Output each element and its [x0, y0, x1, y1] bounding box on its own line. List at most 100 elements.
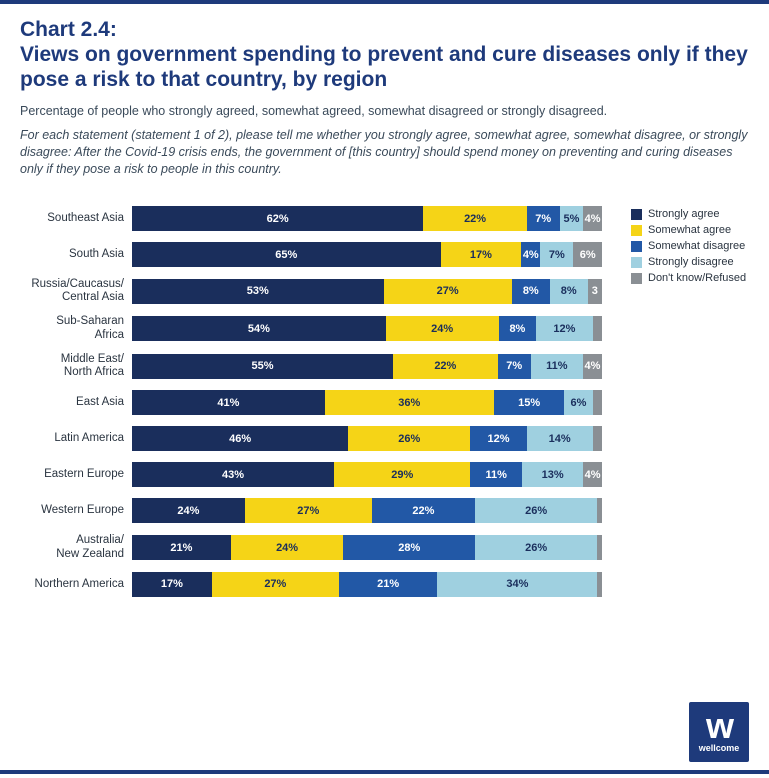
- bar-segment-somewhat_disagree: 11%: [470, 462, 522, 487]
- bar-segment-somewhat_agree: 26%: [348, 426, 470, 451]
- chart-row: Southeast Asia62%22%7%5%4%: [20, 206, 619, 231]
- bar-segment-strongly_agree: 21%: [132, 535, 231, 560]
- bar-segment-somewhat_agree: 22%: [393, 354, 497, 379]
- legend-item: Somewhat disagree: [631, 240, 749, 252]
- bar-segment-dont_know: 3: [588, 279, 602, 304]
- bar-segment-dont_know: [593, 316, 602, 341]
- logo-letter: w: [706, 711, 732, 742]
- bar-segment-somewhat_agree: 36%: [325, 390, 494, 415]
- bottom-rule: [0, 770, 769, 774]
- row-label: Southeast Asia: [20, 212, 132, 225]
- bar-segment-somewhat_disagree: 22%: [372, 498, 475, 523]
- bar-segment-dont_know: [597, 535, 602, 560]
- legend-item: Strongly agree: [631, 208, 749, 220]
- bar-segment-strongly_agree: 41%: [132, 390, 325, 415]
- bar-segment-strongly_disagree: 8%: [550, 279, 588, 304]
- chart-question: For each statement (statement 1 of 2), p…: [20, 127, 749, 178]
- legend-label: Strongly agree: [648, 208, 720, 220]
- bar-segment-somewhat_agree: 22%: [423, 206, 526, 231]
- chart-row: Eastern Europe43%29%11%13%4%: [20, 462, 619, 487]
- bar-segment-strongly_agree: 17%: [132, 572, 212, 597]
- chart-row: Sub-SaharanAfrica54%24%8%12%: [20, 315, 619, 341]
- bar-track: 55%22%7%11%4%: [132, 354, 602, 379]
- row-label: Eastern Europe: [20, 468, 132, 481]
- chart-row: Latin America46%26%12%14%: [20, 426, 619, 451]
- bar-track: 53%27%8%8%3: [132, 279, 602, 304]
- row-label: Western Europe: [20, 504, 132, 517]
- bar-segment-somewhat_agree: 17%: [441, 242, 522, 267]
- bar-track: 54%24%8%12%: [132, 316, 602, 341]
- bar-track: 41%36%15%6%: [132, 390, 602, 415]
- bars-column: Southeast Asia62%22%7%5%4%South Asia65%1…: [20, 206, 619, 608]
- legend-item: Don't know/Refused: [631, 272, 749, 284]
- bar-segment-dont_know: [593, 390, 602, 415]
- legend-swatch: [631, 225, 642, 236]
- legend-item: Somewhat agree: [631, 224, 749, 236]
- row-label: Middle East/North Africa: [20, 353, 132, 379]
- bar-segment-somewhat_disagree: 8%: [499, 316, 537, 341]
- chart-area: Southeast Asia62%22%7%5%4%South Asia65%1…: [20, 206, 749, 608]
- bar-segment-strongly_agree: 62%: [132, 206, 423, 231]
- bar-segment-dont_know: [597, 498, 602, 523]
- logo-name: wellcome: [699, 743, 740, 753]
- legend-swatch: [631, 209, 642, 220]
- bar-segment-dont_know: [593, 426, 602, 451]
- legend-label: Somewhat agree: [648, 224, 731, 236]
- bar-segment-somewhat_disagree: 8%: [512, 279, 550, 304]
- bar-segment-strongly_agree: 54%: [132, 316, 386, 341]
- bar-segment-somewhat_disagree: 4%: [521, 242, 540, 267]
- bar-segment-somewhat_disagree: 15%: [494, 390, 565, 415]
- row-label: Russia/Caucasus/Central Asia: [20, 278, 132, 304]
- bar-segment-somewhat_agree: 27%: [384, 279, 512, 304]
- chart-subtitle: Percentage of people who strongly agreed…: [20, 103, 749, 120]
- chart-row: South Asia65%17%4%7%6%: [20, 242, 619, 267]
- bar-segment-dont_know: 4%: [583, 206, 602, 231]
- bar-segment-strongly_disagree: 34%: [437, 572, 597, 597]
- row-label: Sub-SaharanAfrica: [20, 315, 132, 341]
- chart-container: Chart 2.4: Views on government spending …: [0, 4, 769, 608]
- bar-segment-somewhat_disagree: 7%: [527, 206, 560, 231]
- bar-segment-somewhat_disagree: 7%: [498, 354, 531, 379]
- bar-segment-strongly_disagree: 5%: [560, 206, 584, 231]
- bar-segment-strongly_disagree: 6%: [564, 390, 592, 415]
- bar-segment-dont_know: 4%: [583, 354, 602, 379]
- wellcome-logo: w wellcome: [689, 702, 749, 762]
- row-label: South Asia: [20, 248, 132, 261]
- bar-segment-somewhat_agree: 24%: [231, 535, 344, 560]
- bar-segment-strongly_disagree: 13%: [522, 462, 583, 487]
- bar-track: 21%24%28%26%: [132, 535, 602, 560]
- bar-segment-somewhat_agree: 29%: [334, 462, 470, 487]
- row-label: Latin America: [20, 432, 132, 445]
- legend-item: Strongly disagree: [631, 256, 749, 268]
- chart-row: Russia/Caucasus/Central Asia53%27%8%8%3: [20, 278, 619, 304]
- bar-segment-dont_know: 4%: [583, 462, 602, 487]
- bar-segment-somewhat_disagree: 28%: [343, 535, 475, 560]
- bar-segment-somewhat_agree: 24%: [386, 316, 499, 341]
- bar-segment-somewhat_agree: 27%: [245, 498, 372, 523]
- row-label: Australia/New Zealand: [20, 534, 132, 560]
- bar-segment-strongly_agree: 53%: [132, 279, 384, 304]
- bar-segment-strongly_disagree: 12%: [536, 316, 592, 341]
- bar-segment-somewhat_disagree: 12%: [470, 426, 526, 451]
- legend-label: Somewhat disagree: [648, 240, 745, 252]
- bar-segment-somewhat_agree: 27%: [212, 572, 339, 597]
- bar-segment-dont_know: 6%: [573, 242, 601, 267]
- chart-row: Northern America17%27%21%34%: [20, 572, 619, 597]
- row-label: Northern America: [20, 578, 132, 591]
- bar-track: 43%29%11%13%4%: [132, 462, 602, 487]
- legend: Strongly agree Somewhat agree Somewhat dis…: [619, 206, 749, 288]
- bar-track: 65%17%4%7%6%: [132, 242, 602, 267]
- chart-row: East Asia41%36%15%6%: [20, 390, 619, 415]
- legend-swatch: [631, 241, 642, 252]
- chart-row: Western Europe24%27%22%26%: [20, 498, 619, 523]
- bar-segment-strongly_agree: 55%: [132, 354, 393, 379]
- chart-number: Chart 2.4:: [20, 18, 749, 42]
- bar-segment-strongly_agree: 46%: [132, 426, 348, 451]
- bar-segment-strongly_disagree: 14%: [527, 426, 593, 451]
- bar-track: 17%27%21%34%: [132, 572, 602, 597]
- legend-swatch: [631, 273, 642, 284]
- bar-track: 46%26%12%14%: [132, 426, 602, 451]
- bar-segment-somewhat_disagree: 21%: [339, 572, 438, 597]
- legend-label: Don't know/Refused: [648, 272, 746, 284]
- row-label: East Asia: [20, 396, 132, 409]
